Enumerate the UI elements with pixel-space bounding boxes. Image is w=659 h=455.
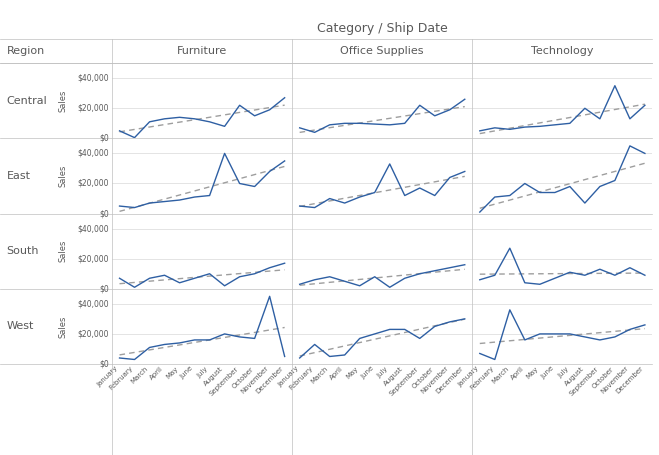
Text: $20,000: $20,000 (77, 329, 109, 339)
Text: Central: Central (7, 96, 47, 106)
Text: $0: $0 (99, 134, 109, 143)
Text: $0: $0 (99, 284, 109, 293)
Text: $20,000: $20,000 (77, 104, 109, 113)
Text: Sales: Sales (58, 165, 67, 187)
Text: $40,000: $40,000 (77, 74, 109, 83)
Text: $20,000: $20,000 (77, 179, 109, 188)
Text: $40,000: $40,000 (77, 224, 109, 233)
Text: $0: $0 (99, 359, 109, 369)
Text: Technology: Technology (531, 46, 594, 56)
Text: West: West (7, 321, 34, 331)
Text: South: South (7, 246, 39, 256)
Text: $40,000: $40,000 (77, 149, 109, 158)
Text: Category / Ship Date: Category / Ship Date (317, 22, 447, 35)
Text: Furniture: Furniture (177, 46, 227, 56)
Text: Region: Region (7, 46, 45, 56)
Text: $0: $0 (99, 209, 109, 218)
Text: Sales: Sales (58, 240, 67, 263)
Text: Office Supplies: Office Supplies (341, 46, 424, 56)
Text: $40,000: $40,000 (77, 299, 109, 308)
Text: $20,000: $20,000 (77, 254, 109, 263)
Text: East: East (7, 171, 30, 181)
Text: Sales: Sales (58, 315, 67, 338)
Text: Sales: Sales (58, 90, 67, 112)
